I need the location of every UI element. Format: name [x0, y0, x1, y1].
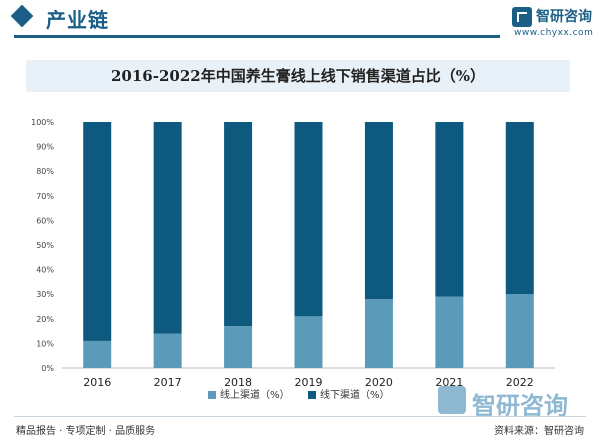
section-title: 产业链 [46, 8, 109, 32]
chart-title-box: 2016-2022年中国养生膏线上线下销售渠道占比（%） [26, 60, 570, 92]
x-tick-label: 2017 [154, 376, 182, 389]
y-tick-label: 70% [36, 192, 54, 201]
watermark-brand: 智研咨询 [438, 384, 588, 420]
brand-mark-icon [512, 7, 532, 27]
bar-offline-2022 [505, 122, 534, 295]
y-tick-label: 50% [36, 241, 54, 250]
brand-logo: 智研咨询 www.chyxx.com [512, 6, 596, 38]
bar-offline-2016 [83, 122, 112, 341]
watermark-name: 智研咨询 [472, 392, 568, 420]
brand-name: 智研咨询 [536, 9, 592, 25]
y-tick-label: 60% [36, 216, 54, 225]
header-diamond-icon [10, 4, 34, 28]
y-tick-label: 40% [36, 266, 54, 275]
bar-offline-2018 [224, 122, 253, 327]
footer-source: 资料来源：智研咨询 [494, 426, 584, 437]
brand-url: www.chyxx.com [514, 28, 594, 38]
bar-online-2017 [153, 333, 182, 368]
legend-swatch-offline [308, 391, 316, 399]
x-tick-label: 2021 [435, 376, 463, 389]
bar-online-2016 [83, 340, 112, 368]
footer-divider [14, 416, 586, 417]
x-tick-label: 2019 [295, 376, 323, 389]
bar-online-2022 [505, 294, 534, 368]
header-bar: 产业链 智研咨询 www.chyxx.com [0, 0, 600, 40]
y-tick-label: 100% [31, 118, 54, 127]
legend-swatch-online [208, 391, 216, 399]
x-tick-label: 2022 [506, 376, 534, 389]
legend-label-online: 线上渠道（%） [220, 388, 290, 401]
y-tick-label: 90% [36, 143, 54, 152]
bar-online-2019 [294, 316, 323, 368]
x-tick-label: 2016 [83, 376, 111, 389]
footer-tagline: 精品报告 · 专项定制 · 品质服务 [16, 426, 156, 437]
bar-online-2021 [435, 296, 464, 368]
x-tick-label: 2018 [224, 376, 252, 389]
bar-offline-2020 [364, 122, 393, 300]
y-tick-label: 20% [36, 315, 54, 324]
legend-label-offline: 线下渠道（%） [320, 388, 390, 401]
bar-offline-2019 [294, 122, 323, 317]
x-tick-label: 2020 [365, 376, 393, 389]
footer: 精品报告 · 专项定制 · 品质服务 资料来源：智研咨询 [0, 416, 600, 440]
stacked-bar-chart: 0% 10% 20% 30% 40% 50% 60% 70% 80% 90% 100% 2016 201… [31, 118, 555, 401]
bar-offline-2021 [435, 122, 464, 297]
y-tick-label: 10% [36, 339, 54, 348]
y-tick-label: 30% [36, 290, 54, 299]
bar-offline-2017 [153, 122, 182, 334]
header-underline [14, 35, 500, 38]
y-tick-label: 0% [41, 364, 54, 373]
y-tick-label: 80% [36, 167, 54, 176]
bar-online-2020 [364, 299, 393, 368]
chart-title: 2016-2022年中国养生膏线上线下销售渠道占比（%） [111, 67, 485, 85]
bar-online-2018 [224, 326, 253, 368]
watermark-logo-icon [438, 386, 466, 414]
